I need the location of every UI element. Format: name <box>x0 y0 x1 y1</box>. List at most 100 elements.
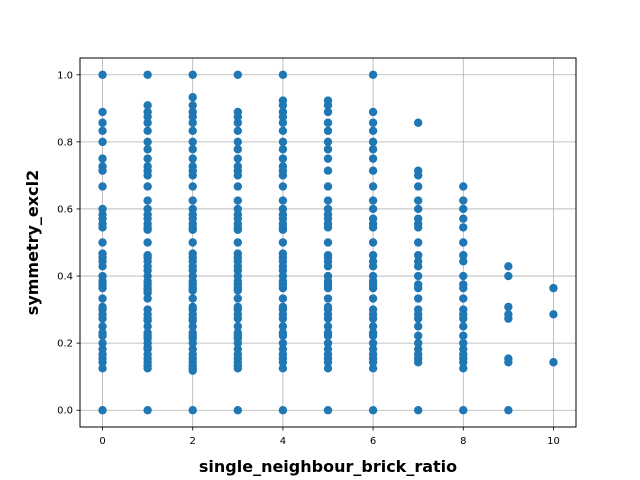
data-point <box>413 406 423 415</box>
data-point <box>459 223 468 232</box>
data-point <box>98 322 107 331</box>
data-point <box>368 182 378 191</box>
data-point <box>98 223 107 232</box>
data-point <box>233 137 243 147</box>
data-point <box>98 364 107 373</box>
data-point <box>98 154 107 163</box>
data-point <box>368 223 378 232</box>
axis-ticks: 0 2 4 6 8 10 0.0 0.2 0.4 0.6 0.8 1.0 <box>57 70 560 447</box>
data-point <box>233 338 243 348</box>
data-point <box>188 145 197 154</box>
data-point <box>323 238 333 247</box>
data-point <box>143 196 152 205</box>
data-point <box>98 338 107 348</box>
data-point <box>368 283 378 293</box>
data-point <box>278 112 288 121</box>
data-point <box>504 262 513 271</box>
data-point <box>413 223 423 232</box>
data-point <box>188 112 197 121</box>
data-point <box>368 294 378 303</box>
data-point <box>233 126 243 135</box>
data-point <box>143 118 152 127</box>
data-point <box>98 238 107 247</box>
data-point <box>368 338 378 348</box>
data-point <box>413 118 423 127</box>
data-point <box>233 364 243 373</box>
data-point <box>233 322 243 331</box>
data-point <box>188 366 197 375</box>
data-point <box>278 196 288 205</box>
data-point <box>233 294 243 303</box>
data-point <box>504 358 513 367</box>
y-tick-label: 0.0 <box>57 406 73 417</box>
data-point <box>368 107 378 117</box>
data-point <box>143 101 152 110</box>
data-point <box>549 310 558 319</box>
data-point <box>368 331 378 340</box>
data-point <box>368 358 378 367</box>
data-point <box>98 331 107 340</box>
data-point <box>278 171 288 180</box>
data-point <box>188 338 197 348</box>
data-point <box>278 154 288 163</box>
data-point <box>368 70 378 79</box>
data-point <box>368 314 378 323</box>
data-point <box>98 166 107 175</box>
data-point <box>188 126 197 135</box>
data-point <box>143 112 152 121</box>
x-tick-label: 10 <box>547 436 560 447</box>
data-point <box>143 294 152 303</box>
data-point <box>368 166 378 175</box>
data-point <box>188 182 197 191</box>
data-point <box>368 406 378 415</box>
data-point <box>459 314 468 323</box>
data-point <box>459 271 468 281</box>
data-point <box>143 70 152 79</box>
data-point <box>98 358 107 367</box>
data-point <box>143 154 152 163</box>
data-point <box>323 154 333 163</box>
data-point <box>188 171 197 180</box>
data-point <box>459 294 468 303</box>
data-point <box>233 171 243 180</box>
data-point <box>368 204 378 214</box>
data-point <box>413 358 423 367</box>
data-point <box>143 364 152 373</box>
data-point <box>323 182 333 191</box>
data-point <box>323 166 333 175</box>
data-point <box>459 331 468 340</box>
data-point <box>98 70 107 79</box>
data-point <box>459 338 468 348</box>
data-point <box>98 182 107 191</box>
y-axis-label: symmetry_excl2 <box>23 170 42 315</box>
data-point <box>323 262 333 271</box>
data-point <box>188 101 197 110</box>
data-point <box>459 196 468 205</box>
data-point <box>323 101 333 110</box>
data-point <box>459 257 468 266</box>
plot-frame <box>79 57 577 428</box>
data-points <box>98 70 558 415</box>
data-point <box>278 283 288 293</box>
data-point <box>278 338 288 348</box>
data-point <box>413 314 423 323</box>
data-point <box>233 70 243 79</box>
data-point <box>278 314 288 323</box>
data-point <box>233 238 243 247</box>
data-point <box>98 406 107 415</box>
data-point <box>143 406 152 415</box>
data-point <box>98 118 107 127</box>
data-point <box>323 196 333 205</box>
y-tick-label: 0.4 <box>57 272 73 283</box>
data-point <box>188 225 197 234</box>
data-point <box>278 225 288 234</box>
data-point <box>459 283 468 293</box>
data-point <box>143 126 152 135</box>
data-point <box>368 196 378 205</box>
data-point <box>278 70 288 79</box>
data-point <box>368 118 378 127</box>
data-point <box>278 406 288 415</box>
data-point <box>413 331 423 340</box>
